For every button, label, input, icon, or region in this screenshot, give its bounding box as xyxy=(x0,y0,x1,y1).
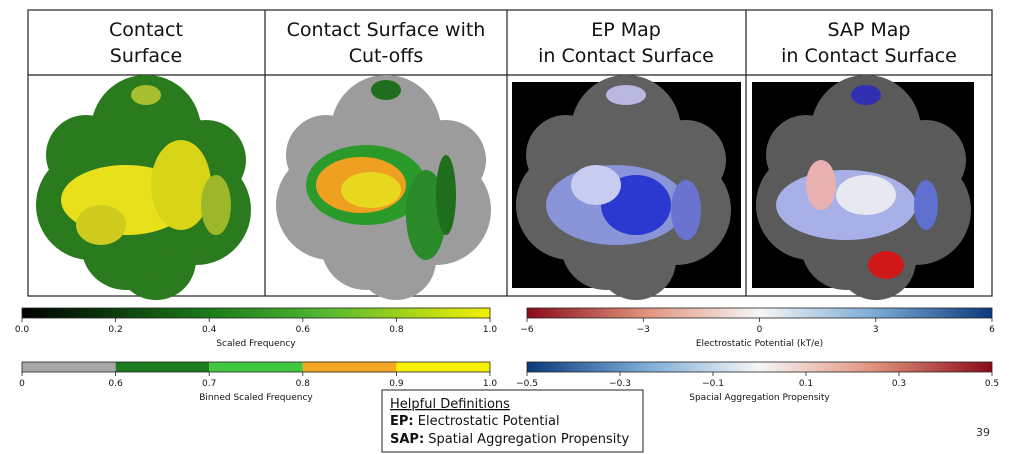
panel-title: in Contact Surface xyxy=(538,45,714,67)
colorbar-label: Electrostatic Potential (kT/e) xyxy=(696,339,823,349)
colorbar-bin xyxy=(22,362,116,372)
definition: EP: Electrostatic Potential xyxy=(390,414,560,429)
tick-label: 0.8 xyxy=(389,325,404,335)
molecule-part xyxy=(886,120,966,200)
colorbar-label: Scaled Frequency xyxy=(216,339,296,349)
tick-label: 0.1 xyxy=(799,379,813,389)
surface-patch xyxy=(914,180,938,230)
surface-patch xyxy=(151,140,211,230)
surface-patch xyxy=(806,160,836,210)
tick-label: 1.0 xyxy=(483,379,498,389)
tick-label: 1.0 xyxy=(483,325,498,335)
tick-label: 0.5 xyxy=(985,379,999,389)
surface-patch xyxy=(371,80,401,100)
colorbar xyxy=(21,307,491,319)
colorbar-label: Spacial Aggregation Propensity xyxy=(689,393,830,403)
surface-patch xyxy=(851,85,881,105)
molecule-images xyxy=(36,75,971,300)
panel-title: Surface xyxy=(110,45,182,67)
tick-label: 0 xyxy=(19,379,25,389)
tick-label: −0.5 xyxy=(516,379,538,389)
panel-title: EP Map xyxy=(591,19,661,41)
surface-patch xyxy=(606,85,646,105)
colorbar-frame xyxy=(21,361,491,373)
surface-patch xyxy=(436,155,456,235)
surface-patch xyxy=(671,180,701,240)
surface-patch xyxy=(571,165,621,205)
tick-label: −0.1 xyxy=(702,379,724,389)
tick-label: 6 xyxy=(989,325,995,335)
tick-label: 0.3 xyxy=(892,379,906,389)
surface-patch xyxy=(406,170,446,260)
colorbar xyxy=(526,307,993,319)
tick-label: −6 xyxy=(520,325,534,335)
panel-title: Contact xyxy=(109,19,183,41)
definition: SAP: Spatial Aggregation Propensity xyxy=(390,432,629,447)
surface-patch xyxy=(341,172,401,208)
panel-title: Contact Surface with xyxy=(287,19,486,41)
tick-label: 0.8 xyxy=(296,379,311,389)
molecule-part xyxy=(321,200,411,290)
tick-label: 0.0 xyxy=(15,325,30,335)
tick-label: 0.9 xyxy=(389,379,404,389)
colorbar xyxy=(526,361,993,373)
surface-patch xyxy=(868,251,904,279)
tick-label: 3 xyxy=(873,325,879,335)
tick-label: 0.6 xyxy=(296,325,311,335)
definitions-title: Helpful Definitions xyxy=(390,397,510,412)
tick-label: 0.6 xyxy=(108,379,123,389)
tick-label: 0.7 xyxy=(202,379,216,389)
panel-title: Cut-offs xyxy=(349,45,424,67)
page-number: 39 xyxy=(976,426,990,439)
surface-patch xyxy=(201,175,231,235)
tick-label: 0.2 xyxy=(108,325,122,335)
term: SAP: xyxy=(390,432,424,447)
term: EP: xyxy=(390,414,414,429)
definition-text: Spatial Aggregation Propensity xyxy=(428,432,629,447)
definition-text: Electrostatic Potential xyxy=(418,414,560,429)
colorbar-label: Binned Scaled Frequency xyxy=(199,393,313,403)
surface-patch xyxy=(76,205,126,245)
tick-label: −3 xyxy=(637,325,650,335)
colorbar-bin xyxy=(115,362,210,372)
surface-patch xyxy=(836,175,896,215)
panel-grid xyxy=(27,9,993,297)
colorbar-bin xyxy=(302,362,397,372)
panel-title: SAP Map xyxy=(827,19,910,41)
tick-label: 0 xyxy=(757,325,763,335)
tick-label: 0.4 xyxy=(202,325,217,335)
panel-title: in Contact Surface xyxy=(781,45,957,67)
tick-label: −0.3 xyxy=(609,379,631,389)
definitions-box xyxy=(381,389,644,453)
colorbar-bin xyxy=(396,362,490,372)
colorbar-bin xyxy=(209,362,303,372)
surface-patch xyxy=(131,85,161,105)
